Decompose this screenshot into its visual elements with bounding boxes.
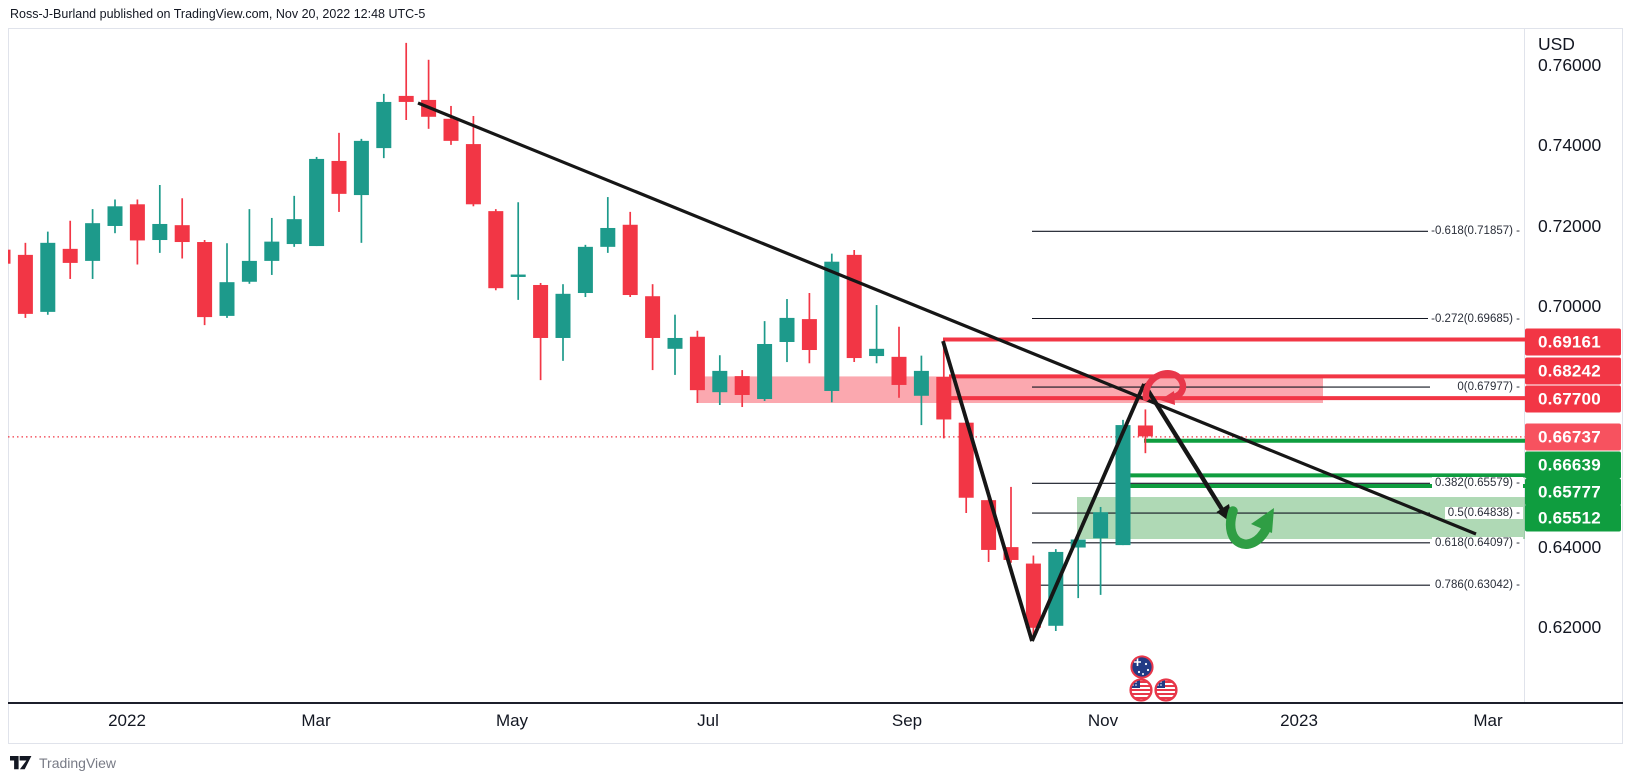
time-axis-tick-label: May [495, 711, 529, 730]
time-axis-tick-label: 2023 [1280, 711, 1318, 730]
price-level-tag: 0.65777 [1525, 478, 1621, 506]
price-axis-tick-label: 0.72000 [1538, 215, 1602, 236]
time-axis-tick-label: Sep [891, 711, 923, 730]
price-axis-currency-label: USD [1538, 34, 1575, 54]
fib-level-label[interactable]: 0.5(0.64838) - [1444, 507, 1523, 520]
time-axis-tick-label: Mar [1473, 711, 1503, 730]
time-axis-tick-label: Jul [697, 711, 719, 730]
plot-left-border [8, 28, 9, 744]
price-axis-tick-label: 0.74000 [1538, 135, 1602, 156]
chart-plot-area[interactable] [8, 29, 1524, 703]
plot-top-border [8, 28, 1623, 29]
price-level-tag: 0.66737 [1525, 423, 1621, 451]
fib-level-label[interactable]: 0.786(0.63042) - [1431, 579, 1523, 592]
price-level-tag: 0.67700 [1525, 385, 1621, 413]
price-scale-border [1524, 29, 1525, 703]
tradingview-brand-label: TradingView [39, 755, 117, 771]
price-level-tag: 0.66639 [1525, 451, 1621, 479]
tradingview-attribution[interactable]: TradingView [10, 755, 116, 771]
price-axis-tick-label: 0.64000 [1538, 536, 1602, 557]
price-level-tag: 0.68242 [1525, 357, 1621, 385]
plot-right-border [1622, 28, 1623, 744]
chart-title: Ross-J-Burland published on TradingView.… [10, 7, 426, 21]
price-axis-tick-label: 0.62000 [1538, 617, 1602, 637]
time-axis-tick-label: Mar [301, 711, 331, 730]
price-axis-tick-label: 0.70000 [1538, 295, 1602, 316]
plot-bottom-border [8, 743, 1623, 744]
price-level-tag: 0.69161 [1525, 328, 1621, 356]
time-axis-line [8, 702, 1623, 704]
fib-level-label[interactable]: 0(0.67977) - [1454, 381, 1523, 394]
fib-level-label[interactable]: 0.618(0.64097) - [1431, 536, 1523, 549]
fib-level-label[interactable]: -0.618(0.71857) - [1428, 225, 1523, 238]
price-axis-tick-label: 0.76000 [1538, 55, 1602, 75]
fib-level-label[interactable]: -0.272(0.69685) - [1428, 312, 1523, 325]
price-level-tag: 0.65512 [1525, 504, 1621, 532]
time-axis[interactable] [8, 704, 1623, 744]
tradingview-logo-icon [10, 756, 32, 770]
time-axis-tick-label: Nov [1087, 711, 1119, 730]
time-axis-tick-label: 2022 [108, 711, 146, 730]
fib-level-label[interactable]: 0.382(0.65579) - [1431, 477, 1523, 490]
